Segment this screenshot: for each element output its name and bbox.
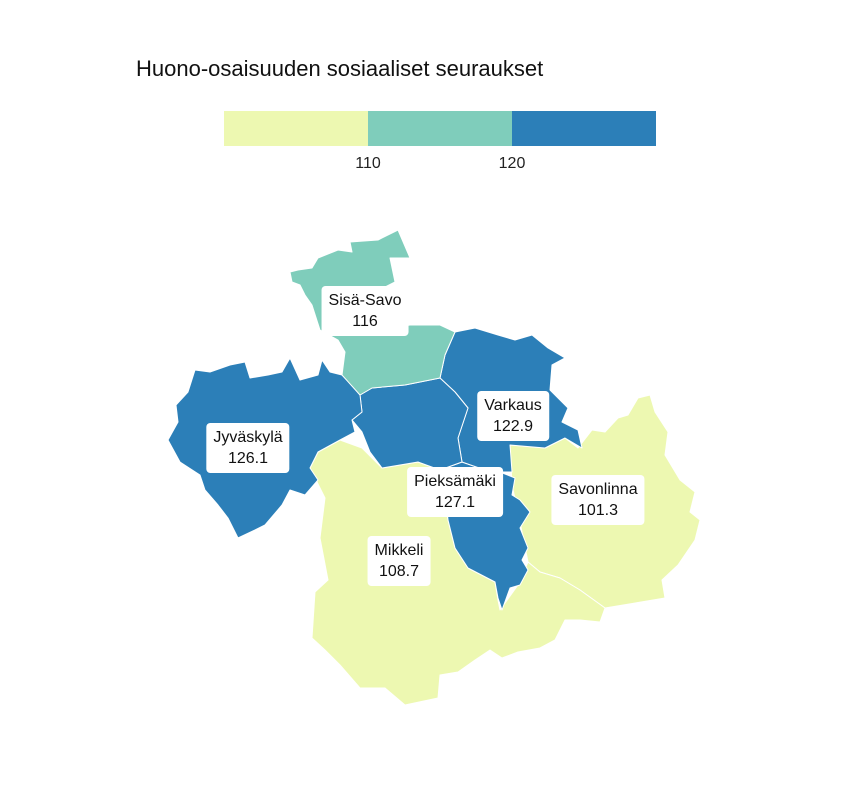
legend-tick-120: 120 xyxy=(498,155,526,172)
region-sisa-savo[interactable] xyxy=(289,229,456,396)
legend-bin-high xyxy=(512,111,656,146)
label-sisa-savo-value: 116 xyxy=(352,313,378,330)
color-legend xyxy=(224,111,656,146)
label-pieksamaki: Pieksämäki 127.1 xyxy=(407,467,503,517)
legend-tick-110: 110 xyxy=(355,155,381,172)
label-varkaus-name: Varkaus xyxy=(484,397,542,414)
label-jyvaskyla: Jyväskylä 126.1 xyxy=(206,423,290,473)
label-mikkeli: Mikkeli 108.7 xyxy=(367,536,431,586)
label-sisa-savo: Sisä-Savo 116 xyxy=(321,286,409,336)
label-mikkeli-name: Mikkeli xyxy=(374,542,424,559)
label-jyvaskyla-name: Jyväskylä xyxy=(213,429,283,446)
label-mikkeli-value: 108.7 xyxy=(378,563,420,580)
label-jyvaskyla-value: 126.1 xyxy=(227,450,269,467)
label-pieksamaki-name: Pieksämäki xyxy=(414,473,496,490)
map-title: Huono-osaisuuden sosiaaliset seuraukset xyxy=(136,56,544,81)
label-savonlinna: Savonlinna 101.3 xyxy=(551,475,645,525)
label-varkaus: Varkaus 122.9 xyxy=(477,391,549,441)
label-varkaus-value: 122.9 xyxy=(492,418,534,435)
label-savonlinna-name: Savonlinna xyxy=(558,481,638,498)
label-sisa-savo-name: Sisä-Savo xyxy=(328,292,402,309)
label-pieksamaki-value: 127.1 xyxy=(434,494,476,511)
label-savonlinna-value: 101.3 xyxy=(577,502,619,519)
legend-bin-low xyxy=(224,111,368,146)
legend-bin-mid xyxy=(368,111,512,146)
